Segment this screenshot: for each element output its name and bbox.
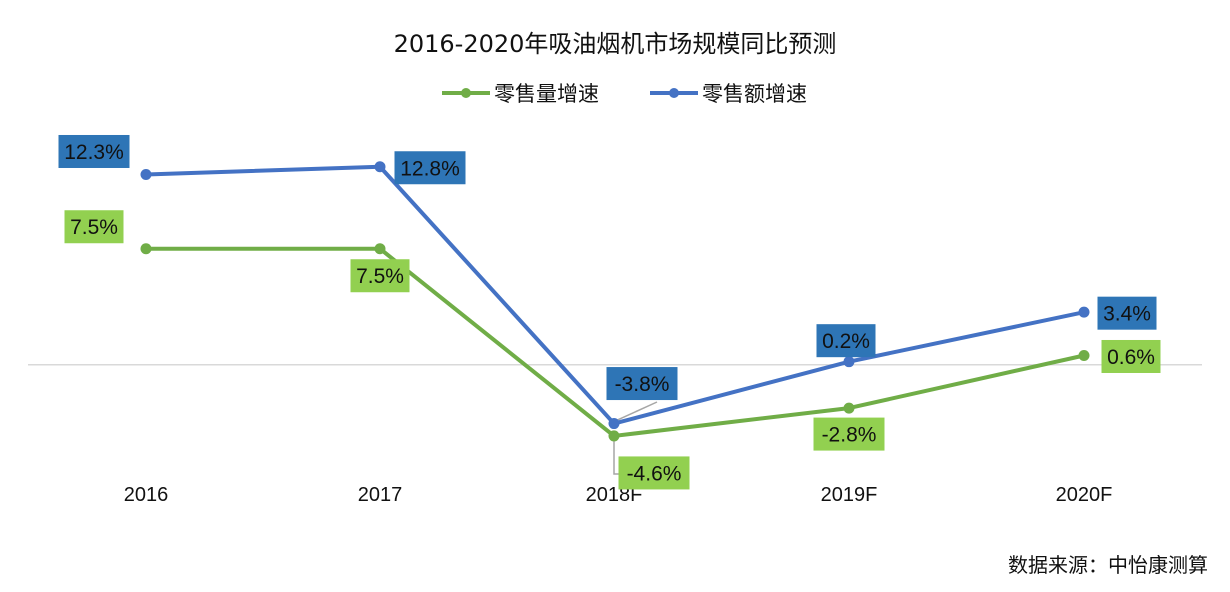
x-tick-label-2016: 2016 [124, 484, 169, 506]
legend-marker-volume [461, 88, 471, 98]
data-label-volume-2019f: -2.8% [822, 424, 877, 447]
data-label-box-volume-2018f [618, 456, 690, 490]
legend-item-volume: 零售量增速 [442, 83, 599, 106]
x-tick-label-2017: 2017 [358, 484, 403, 506]
x-tick-label-2020f: 2020F [1056, 484, 1113, 506]
x-tick-label-2018f: 2018F [586, 484, 643, 506]
data-label-box-value-2017 [394, 151, 466, 185]
data-label-box-value-2019f [816, 324, 876, 358]
data-point-value-2019f [843, 356, 855, 368]
data-point-volume-2018f [608, 430, 620, 442]
source-note: 数据来源：中怡康测算 [1008, 553, 1208, 577]
data-label-volume-2018f: -4.6% [627, 462, 682, 485]
data-label-box-volume-2016 [64, 210, 124, 244]
legend: 零售量增速 零售额增速 [442, 83, 807, 106]
data-point-volume-2017 [374, 243, 386, 255]
data-point-value-2020f [1078, 306, 1090, 318]
data-point-value-2018f [608, 418, 620, 430]
data-label-box-volume-2020f [1101, 339, 1161, 373]
data-point-volume-2019f [843, 402, 855, 414]
legend-label-value: 零售额增速 [702, 83, 807, 106]
data-label-volume-2016: 7.5% [70, 216, 118, 239]
data-label-box-value-2018f [606, 367, 678, 401]
legend-label-volume: 零售量增速 [494, 83, 599, 106]
series-markers [140, 161, 1090, 442]
x-tick-label-2019f: 2019F [821, 484, 878, 506]
data-label-value-2020f: 3.4% [1103, 303, 1151, 326]
data-label-value-2016: 12.3% [64, 141, 124, 164]
data-label-value-2017: 12.8% [400, 157, 460, 180]
data-label-box-value-2020f [1097, 296, 1157, 330]
data-label-box-volume-2017 [350, 259, 410, 293]
data-point-value-2017 [374, 161, 386, 173]
data-label-volume-2017: 7.5% [356, 265, 404, 288]
data-point-value-2016 [140, 168, 152, 180]
data-point-volume-2020f [1078, 349, 1090, 361]
data-labels: 7.5% 7.5% -4.6% -2.8% 0.6% 12.3% 12.8% -3.8% 0.2… [58, 134, 1161, 490]
data-label-box-volume-2019f [813, 417, 885, 451]
leader-line-value-2018f [613, 401, 658, 423]
data-label-value-2018f: -3.8% [615, 373, 670, 396]
x-axis-ticks: 2016 2017 2018F 2019F 2020F [124, 484, 1113, 506]
data-point-volume-2016 [140, 243, 152, 255]
data-label-volume-2020f: 0.6% [1107, 346, 1155, 369]
legend-marker-value [669, 88, 679, 98]
legend-item-value: 零售额增速 [650, 83, 807, 106]
data-label-value-2019f: 0.2% [822, 330, 870, 353]
data-label-box-value-2016 [58, 134, 130, 168]
chart-title: 2016-2020年吸油烟机市场规模同比预测 [394, 30, 837, 58]
